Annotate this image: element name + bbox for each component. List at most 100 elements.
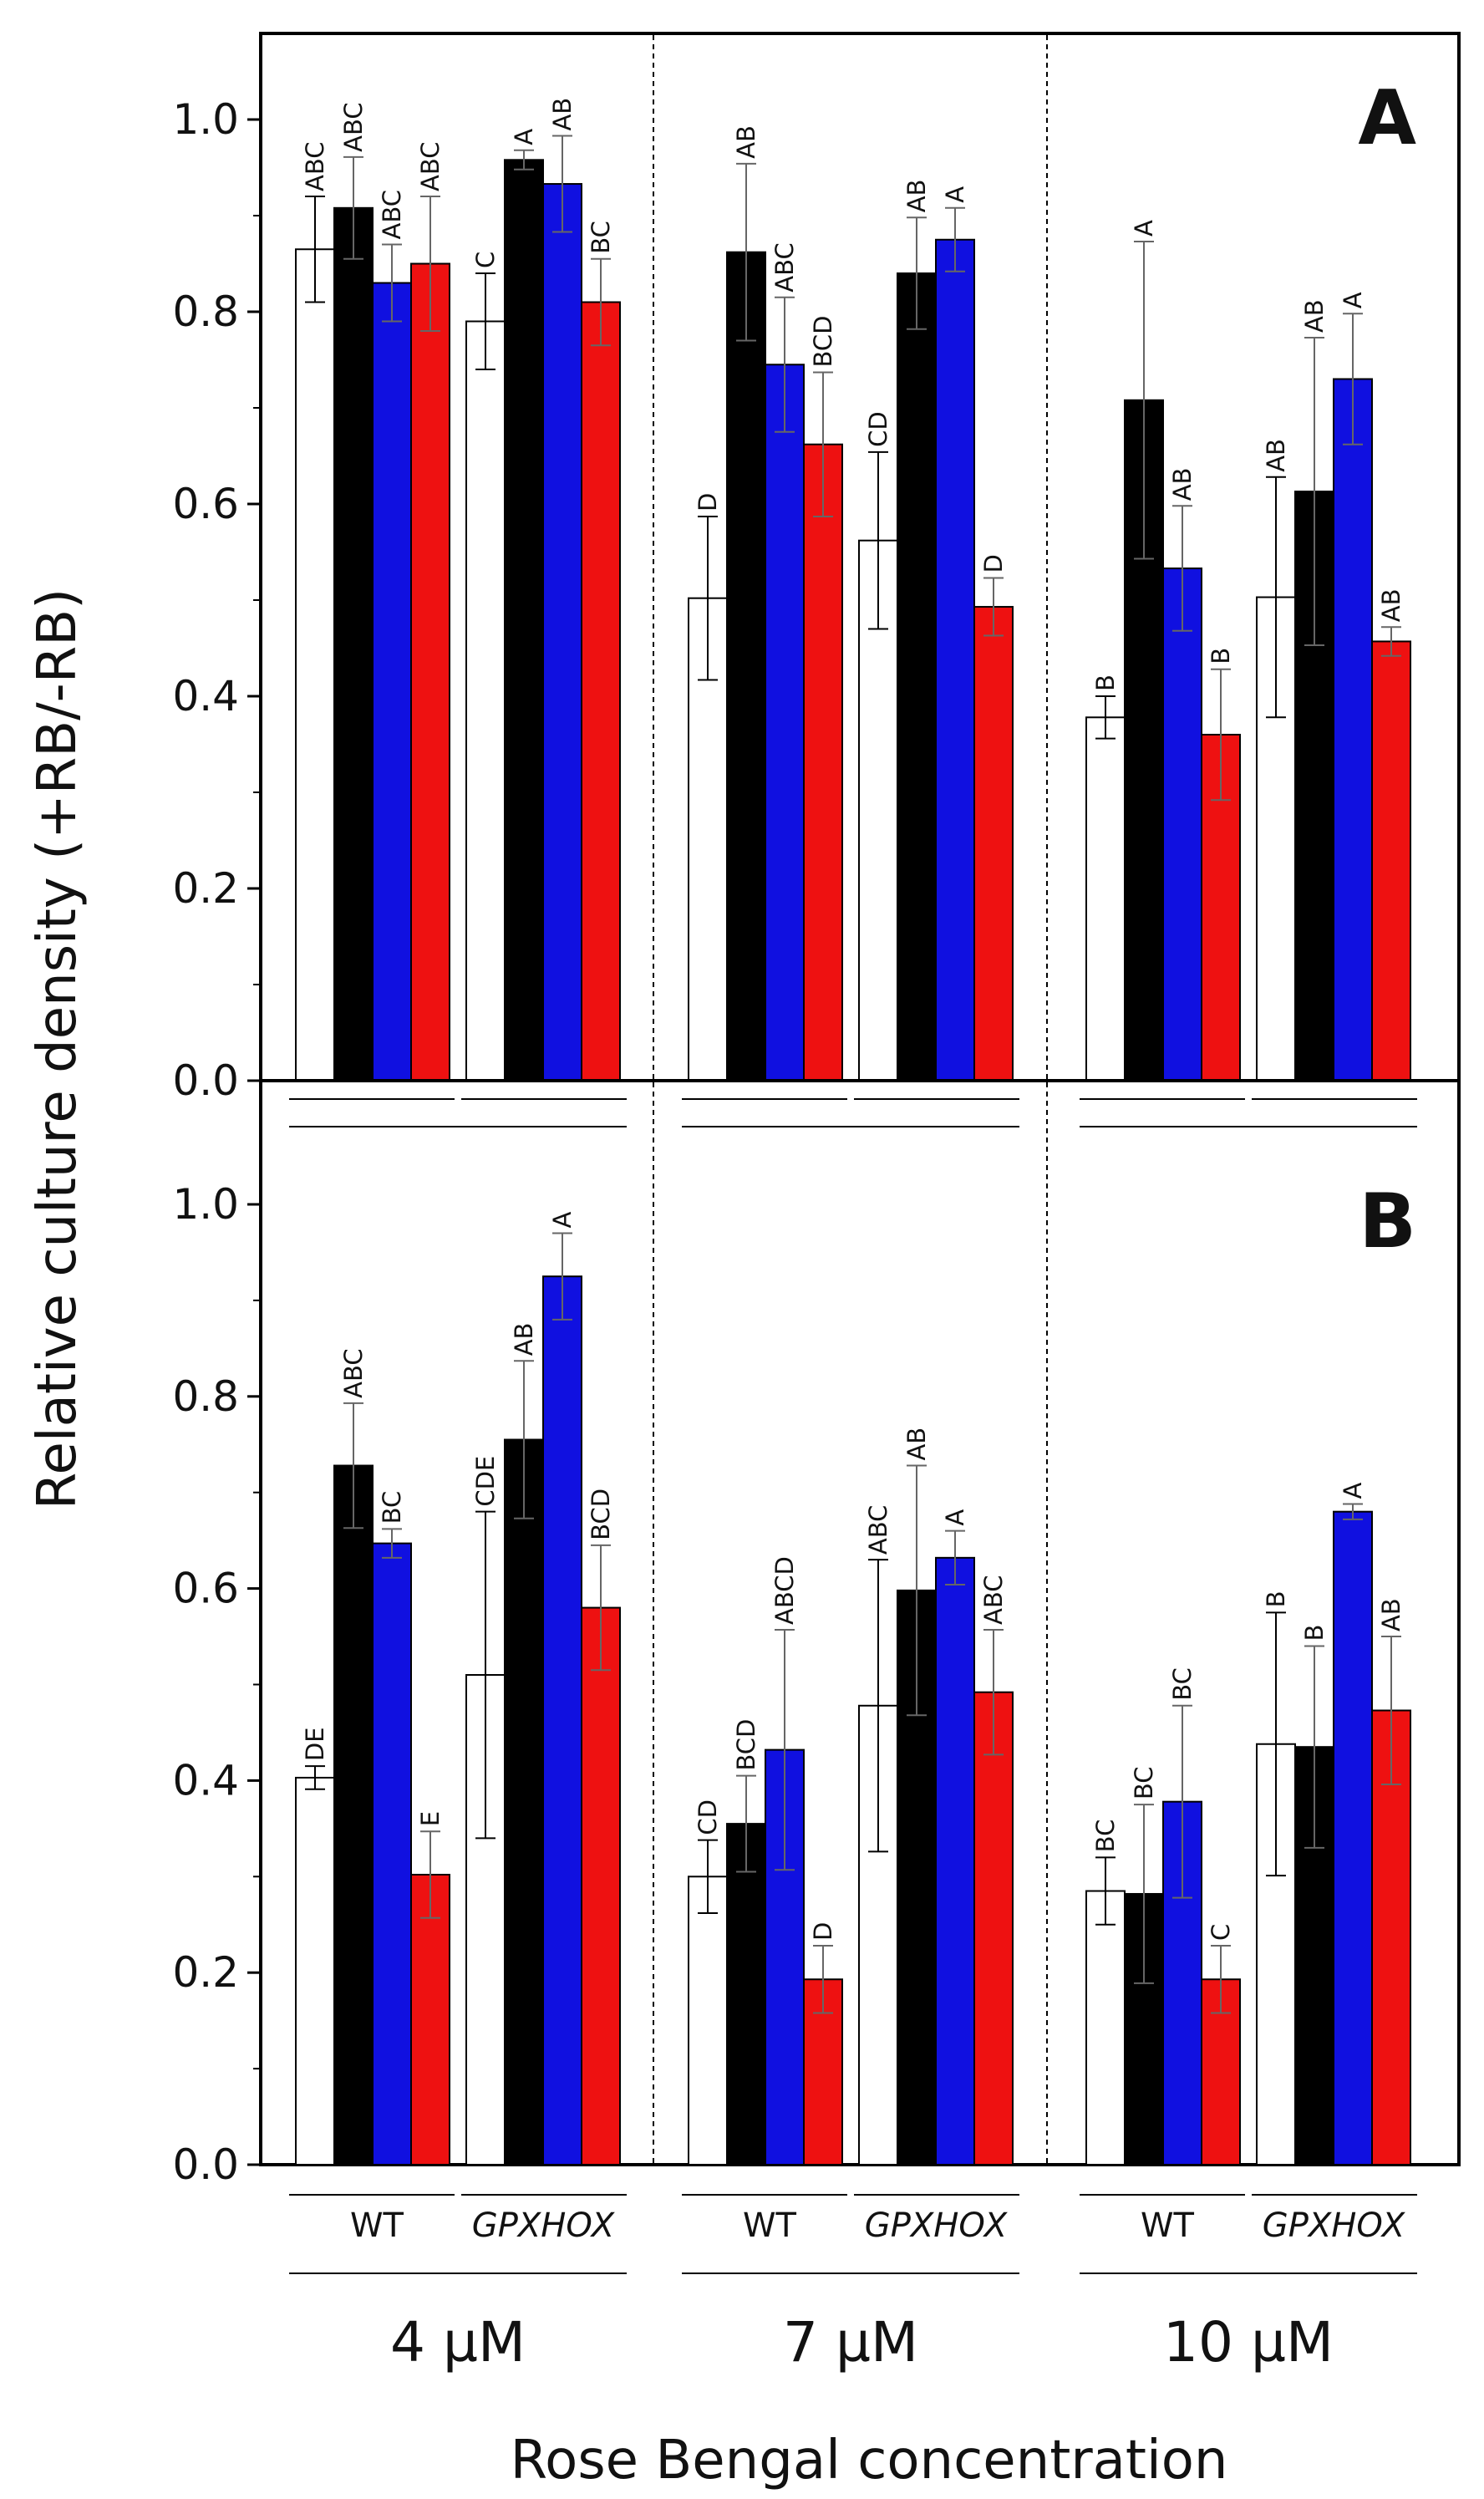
bar bbox=[1371, 640, 1411, 1082]
significance-label: B bbox=[1207, 648, 1235, 664]
significance-label: AB bbox=[548, 98, 577, 131]
significance-label: A bbox=[941, 186, 969, 203]
bar bbox=[581, 301, 621, 1082]
bar bbox=[465, 320, 506, 1082]
bar bbox=[542, 183, 582, 1082]
significance-label: BC bbox=[1091, 1820, 1120, 1853]
concentration-label: 10 µM bbox=[1163, 2310, 1334, 2374]
significance-label: E bbox=[416, 1811, 445, 1826]
significance-label: DE bbox=[301, 1728, 329, 1762]
wt-label: WT bbox=[743, 2206, 797, 2245]
y-tick-label: 0.4 bbox=[172, 672, 239, 720]
y-tick-label: 0.2 bbox=[172, 1948, 239, 1997]
significance-label: CDE bbox=[471, 1456, 500, 1507]
bar bbox=[295, 248, 335, 1082]
significance-label: C bbox=[1207, 1924, 1235, 1941]
significance-label: BCD bbox=[587, 1489, 615, 1540]
y-tick-label: 0.8 bbox=[172, 288, 239, 336]
y-tick-label: 0.4 bbox=[172, 1756, 239, 1804]
significance-label: A bbox=[1130, 220, 1158, 237]
significance-label: D bbox=[979, 554, 1008, 573]
significance-label: ABC bbox=[339, 1348, 368, 1397]
gpxhox-label: GPXHOX bbox=[865, 2206, 1009, 2245]
bar bbox=[688, 1876, 728, 2166]
wt-label: WT bbox=[350, 2206, 404, 2245]
panel-label: B bbox=[1359, 1178, 1416, 1265]
panel-label: A bbox=[1358, 74, 1416, 162]
y-tick-label: 1.0 bbox=[172, 1180, 239, 1229]
significance-label: D bbox=[694, 493, 722, 512]
significance-label: BC bbox=[1168, 1667, 1197, 1701]
bar bbox=[333, 1464, 374, 2166]
bar bbox=[372, 1542, 412, 2166]
panels-layer: 0.00.20.40.60.81.0 AABCABCABCABCCAABBCDAB… bbox=[172, 32, 1461, 2189]
bar bbox=[581, 1606, 621, 2166]
significance-label: A bbox=[1339, 292, 1367, 308]
significance-label: AB bbox=[1168, 468, 1197, 501]
significance-label: ABC bbox=[979, 1575, 1008, 1625]
bar bbox=[973, 606, 1014, 1082]
bar bbox=[372, 282, 412, 1082]
bar bbox=[504, 159, 544, 1082]
panel-A: 0.00.20.40.60.81.0 AABCABCABCABCCAABBCDAB… bbox=[172, 35, 1417, 1127]
bar bbox=[1333, 1510, 1373, 2166]
bar bbox=[295, 1776, 335, 2166]
significance-label: BC bbox=[587, 221, 615, 254]
significance-label: A bbox=[510, 129, 538, 145]
y-tick-label: 0.6 bbox=[172, 1565, 239, 1613]
significance-label: ABC bbox=[416, 142, 445, 191]
bar bbox=[726, 1823, 766, 2166]
bar bbox=[1085, 1890, 1126, 2166]
y-tick-label: 0.0 bbox=[172, 1056, 239, 1105]
y-tick-label: 0.8 bbox=[172, 1372, 239, 1421]
concentration-label: 4 µM bbox=[390, 2310, 526, 2374]
bar bbox=[504, 1438, 544, 2166]
significance-label: A bbox=[548, 1211, 577, 1228]
bar bbox=[765, 1748, 805, 2166]
significance-label: AB bbox=[732, 125, 760, 159]
significance-label: A bbox=[1339, 1482, 1367, 1499]
significance-label: BC bbox=[1130, 1766, 1158, 1799]
x-group-labels: WT GPXHOX 4 µM WT GPXHOX 7 µM WT GPXHOX 10 µM bbox=[289, 2194, 1417, 2374]
significance-label: ABC bbox=[770, 242, 799, 292]
significance-label: BCD bbox=[809, 315, 837, 367]
significance-label: ABCD bbox=[770, 1556, 799, 1625]
significance-label: D bbox=[809, 1922, 837, 1941]
bar bbox=[935, 1556, 975, 2166]
significance-label: ABC bbox=[378, 190, 406, 239]
y-tick-label: 1.0 bbox=[172, 95, 239, 144]
significance-label: ABC bbox=[339, 102, 368, 151]
significance-label: BCD bbox=[732, 1719, 760, 1771]
significance-label: C bbox=[471, 252, 500, 268]
significance-label: A bbox=[941, 1509, 969, 1526]
panel-B: 0.00.20.40.60.81.0 BDEABCBCECDEABABCDCDBC… bbox=[172, 1079, 1459, 2189]
significance-label: AB bbox=[1377, 1598, 1405, 1631]
bar bbox=[542, 1275, 582, 2166]
bar bbox=[897, 272, 937, 1082]
significance-label: AB bbox=[1377, 588, 1405, 622]
y-tick-label: 0.6 bbox=[172, 480, 239, 528]
gpxhox-label: GPXHOX bbox=[1263, 2206, 1406, 2245]
bar bbox=[935, 238, 975, 1082]
x-axis-title: Rose Bengal concentration bbox=[511, 2430, 1228, 2491]
gpxhox-label: GPXHOX bbox=[472, 2206, 616, 2245]
significance-label: BC bbox=[378, 1491, 406, 1524]
significance-label: AB bbox=[1300, 299, 1329, 333]
bar bbox=[765, 364, 805, 1082]
concentration-label: 7 µM bbox=[783, 2310, 918, 2374]
significance-label: AB bbox=[510, 1323, 538, 1356]
bar bbox=[333, 206, 374, 1082]
bar bbox=[1333, 378, 1373, 1082]
significance-label: CD bbox=[864, 411, 892, 447]
significance-label: B bbox=[1300, 1625, 1329, 1641]
bar bbox=[1085, 716, 1126, 1082]
significance-label: B bbox=[1091, 674, 1120, 691]
wt-label: WT bbox=[1141, 2206, 1195, 2245]
bar bbox=[410, 1874, 450, 2166]
significance-label: CD bbox=[694, 1799, 722, 1835]
y-tick-label: 0.0 bbox=[172, 2140, 239, 2189]
significance-label: ABC bbox=[864, 1505, 892, 1555]
bar bbox=[726, 251, 766, 1082]
bar bbox=[803, 443, 843, 1082]
